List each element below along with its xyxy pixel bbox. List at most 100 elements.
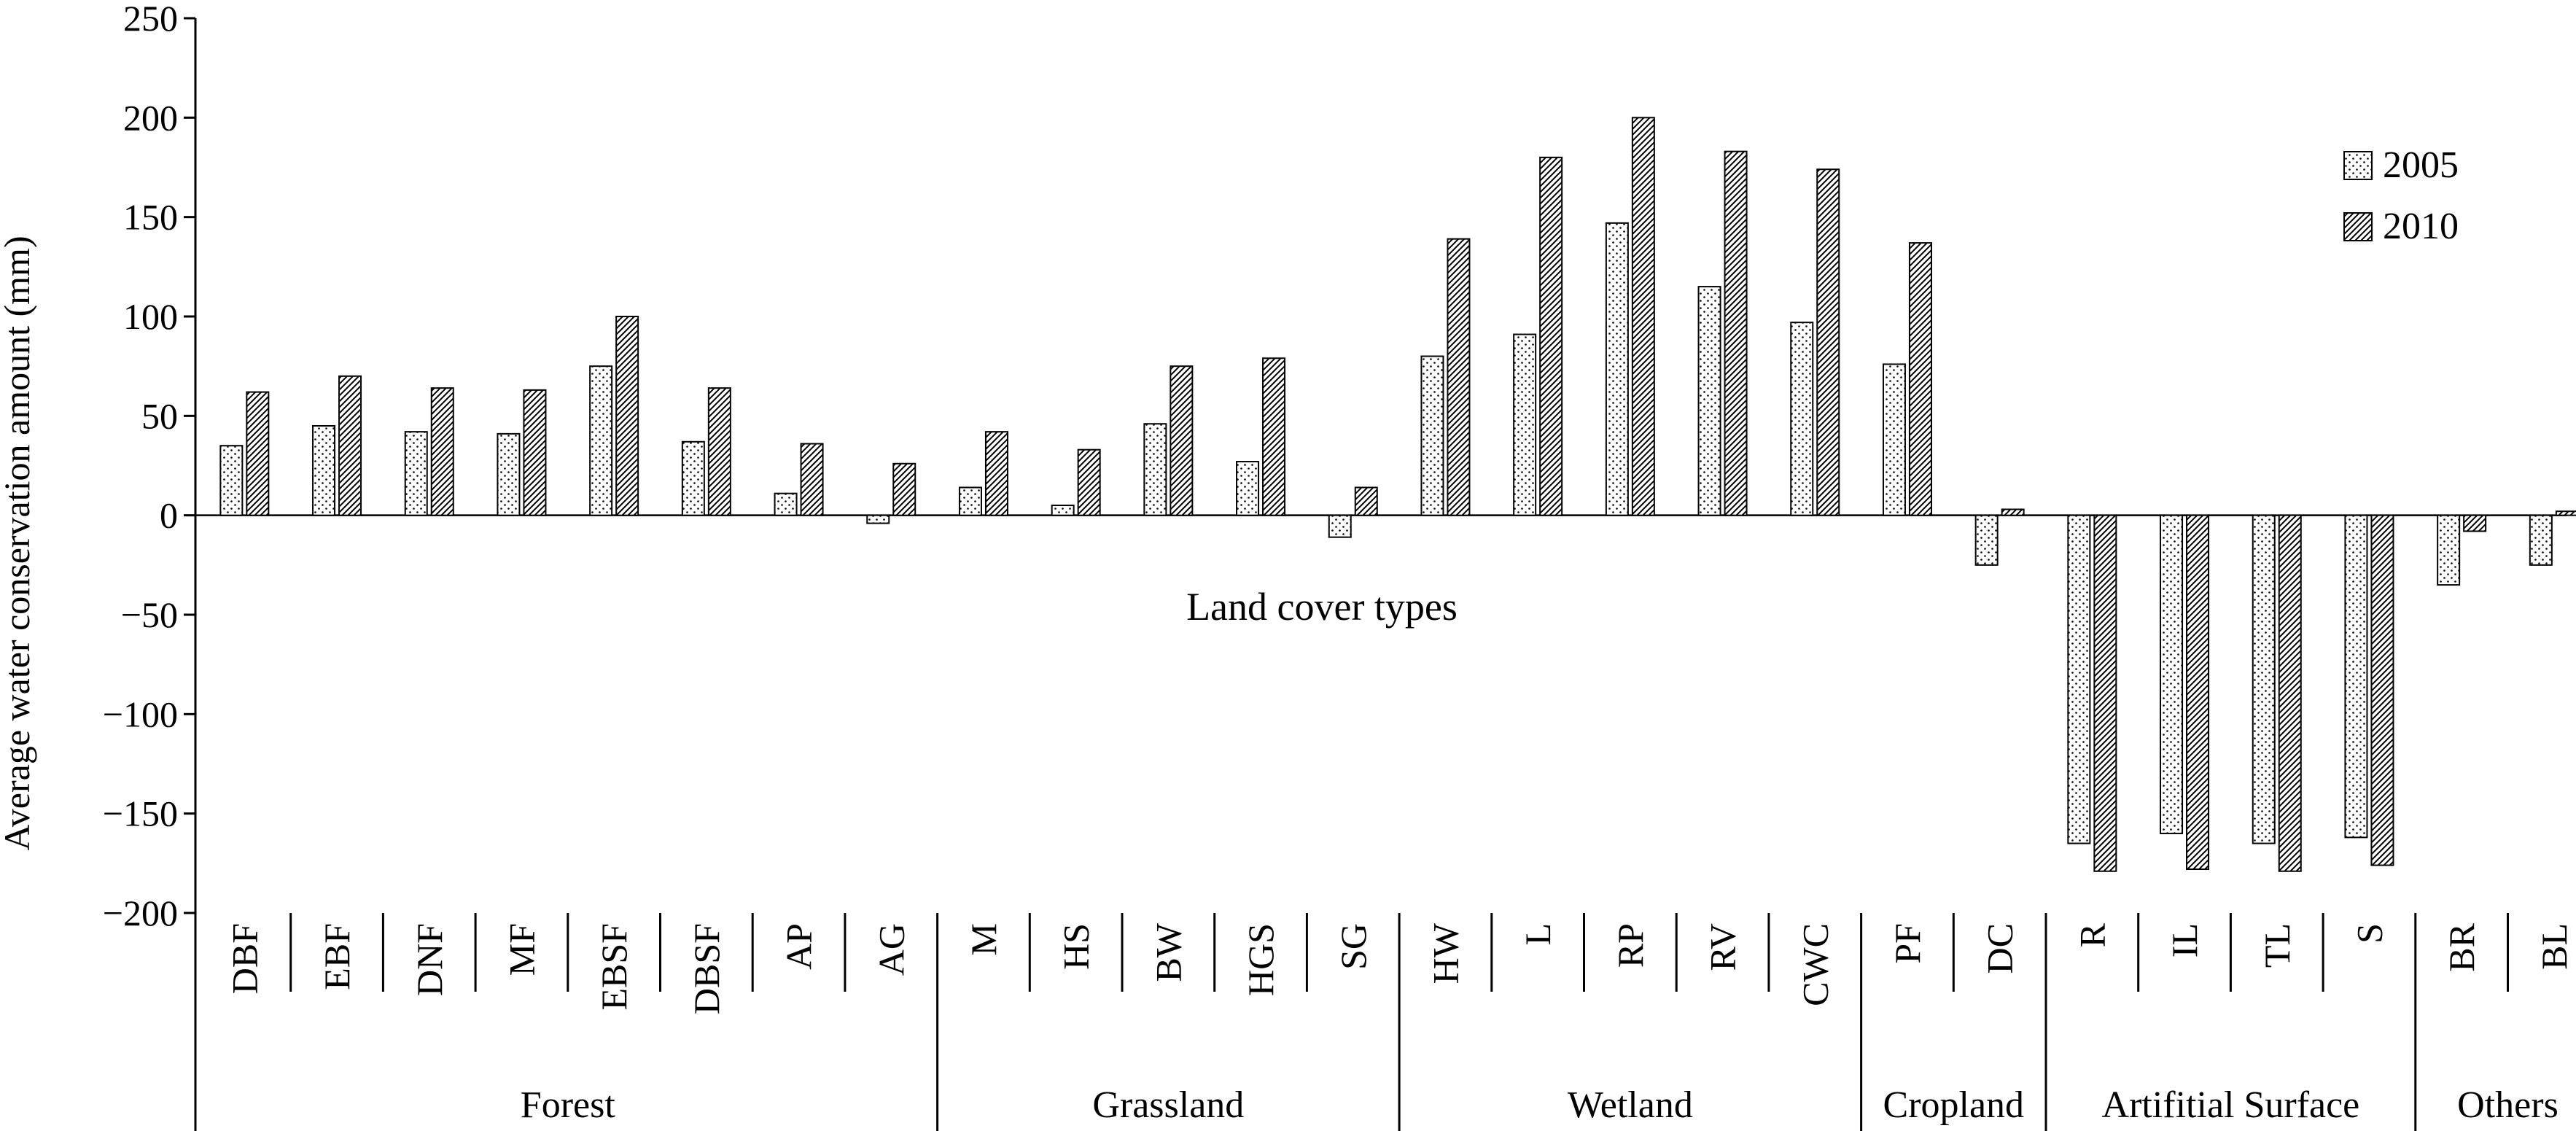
y-tick-label: 250 [123,0,178,39]
y-tick-label: −100 [103,693,178,734]
category-label: IL [2164,923,2205,957]
legend-label-2010: 2010 [2383,206,2459,247]
bar-2005-R [2067,514,2091,844]
category-label: L [1517,923,1558,946]
category-label: HS [1056,923,1097,970]
category-label: HGS [1240,923,1281,996]
y-tick-label: 50 [141,395,178,436]
category-label: CWC [1794,923,1835,1006]
bar-2005-RV [1697,286,1721,516]
bar-2005-DBSF [681,440,705,516]
bar-2005-MF [497,432,521,516]
category-label: EBF [316,923,357,990]
group-label: Wetland [1568,1084,1693,1126]
legend-swatch-2005 [2343,151,2373,180]
bar-2005-HS [1051,505,1075,516]
bar-2005-AG [866,514,890,524]
group-label: Forest [521,1084,616,1126]
y-tick-label: 200 [123,97,178,138]
bar-2010-EBF [338,375,362,516]
bar-2005-IL [2160,514,2184,834]
category-label: RV [1703,923,1743,971]
bar-2010-DC [2001,508,2025,516]
category-label: MF [501,923,542,976]
y-axis-title: Average water conservation amount (mm) [0,236,37,850]
y-tick-label: −50 [121,594,178,635]
category-label: DC [1980,923,2020,973]
bar-2005-DC [1974,514,1999,566]
bar-2010-DNF [430,387,454,516]
legend-label-2005: 2005 [2383,144,2459,186]
category-label: HW [1425,922,1466,984]
bar-2010-MF [523,389,547,516]
bar-2005-TL [2252,514,2276,844]
bar-2005-HGS [1236,461,1260,516]
bar-2010-DBSF [707,387,731,516]
category-label: PF [1887,923,1928,964]
category-label: DNF [409,923,450,996]
bar-2005-DNF [404,431,428,516]
category-label: AG [871,923,911,976]
category-label: BL [2534,923,2575,970]
bar-2005-BL [2529,514,2553,566]
bar-2010-HS [1077,448,1101,516]
bar-2010-IL [2186,514,2210,871]
bar-2005-M [958,486,982,516]
x-axis-title: Land cover types [1186,585,1458,629]
group-label: Artifitial Surface [2102,1084,2360,1126]
category-label: EBSF [594,923,634,1011]
category-label: BR [2441,922,2482,971]
bar-2010-RP [1631,117,1655,516]
category-label: TL [2257,923,2297,968]
bar-2010-HGS [1262,357,1286,516]
category-label: S [2349,923,2389,944]
bars [195,117,2576,872]
y-tick-label: 100 [123,296,178,337]
bar-2010-PF [1908,242,1932,516]
bar-2005-RP [1605,222,1629,516]
group-label: Grassland [1092,1084,1244,1126]
bar-2005-BR [2437,514,2461,586]
bar-2010-DBF [246,391,270,516]
category-label: DBF [224,923,265,994]
bar-2010-AP [800,443,824,516]
category-label: DBSF [686,923,727,1014]
bar-2010-RV [1724,150,1748,516]
bar-2010-AG [892,462,917,516]
legend: 2005 2010 [2343,144,2459,247]
category-label: R [2071,922,2112,947]
bar-2005-HW [1420,355,1444,516]
bar-2010-BR [2463,514,2487,532]
category-label: RP [1610,923,1651,968]
bar-2005-L [1513,333,1537,516]
bar-2010-HW [1447,238,1471,516]
bar-2005-DBF [219,445,244,516]
y-axis: 250 200 150 100 50 0 −50 −100 −150 −200 [103,0,197,933]
category-label: M [963,923,1004,955]
category-label: AP [779,923,820,970]
category-label: BW [1148,922,1188,982]
y-tick-label: 0 [160,495,178,536]
bar-2010-SG [1354,486,1378,516]
legend-swatch-2010 [2343,212,2373,241]
bar-2010-S [2370,514,2394,866]
bar-2010-TL [2278,514,2302,872]
bar-2010-EBSF [615,316,639,516]
bar-2010-L [1539,156,1563,516]
bar-2010-BL [2555,510,2576,516]
bar-2005-EBSF [589,365,613,516]
group-label: Others [2457,1084,2559,1126]
bar-2005-SG [1328,514,1352,538]
bar-2010-BW [1170,365,1194,516]
bar-2005-AP [774,492,798,516]
group-label: Cropland [1883,1084,2025,1126]
bar-2005-CWC [1790,322,1814,516]
y-tick-label: −200 [103,893,178,933]
bar-2005-BW [1143,423,1167,516]
category-label: SG [1333,923,1374,970]
bar-2005-S [2344,514,2368,839]
bar-2005-EBF [312,424,336,516]
category-axis: DBF EBF DNF MF EBSF DBSF AP AG M HS BW HGS SG HW L RP RV… [194,913,2575,1131]
bar-2010-M [984,431,1008,516]
